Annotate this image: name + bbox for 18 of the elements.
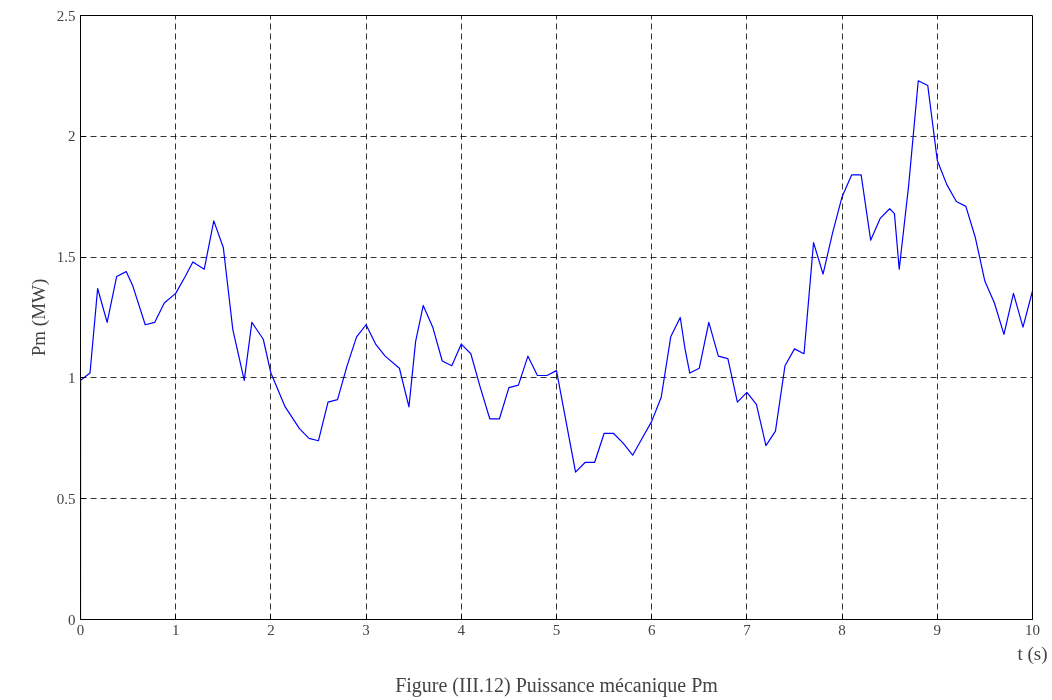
x-tick-label: 5 [552,621,561,638]
x-tick-label: 9 [933,621,942,638]
x-tick-label: 1 [171,621,180,638]
y-tick-label: 2.5 [56,7,76,24]
y-tick-label: 1.5 [56,249,76,266]
x-tick-label: 6 [647,621,656,638]
y-tick-label: 0.5 [56,490,76,507]
x-tick-label: 4 [457,621,466,638]
x-tick-label: 7 [743,621,752,638]
x-tick-label: 8 [838,621,846,638]
x-axis-title: t (s) [1017,642,1048,665]
y-tick-label: 2 [68,128,76,145]
y-tick-label: 1 [68,369,76,386]
x-tick-label: 3 [362,621,370,638]
x-tick-label: 2 [267,621,275,638]
x-tick-label: 10 [1025,621,1040,638]
y-axis-title: Pm (MW) [27,278,50,357]
text: Figure (III.12) Puissance mécanique Pm [395,673,719,697]
